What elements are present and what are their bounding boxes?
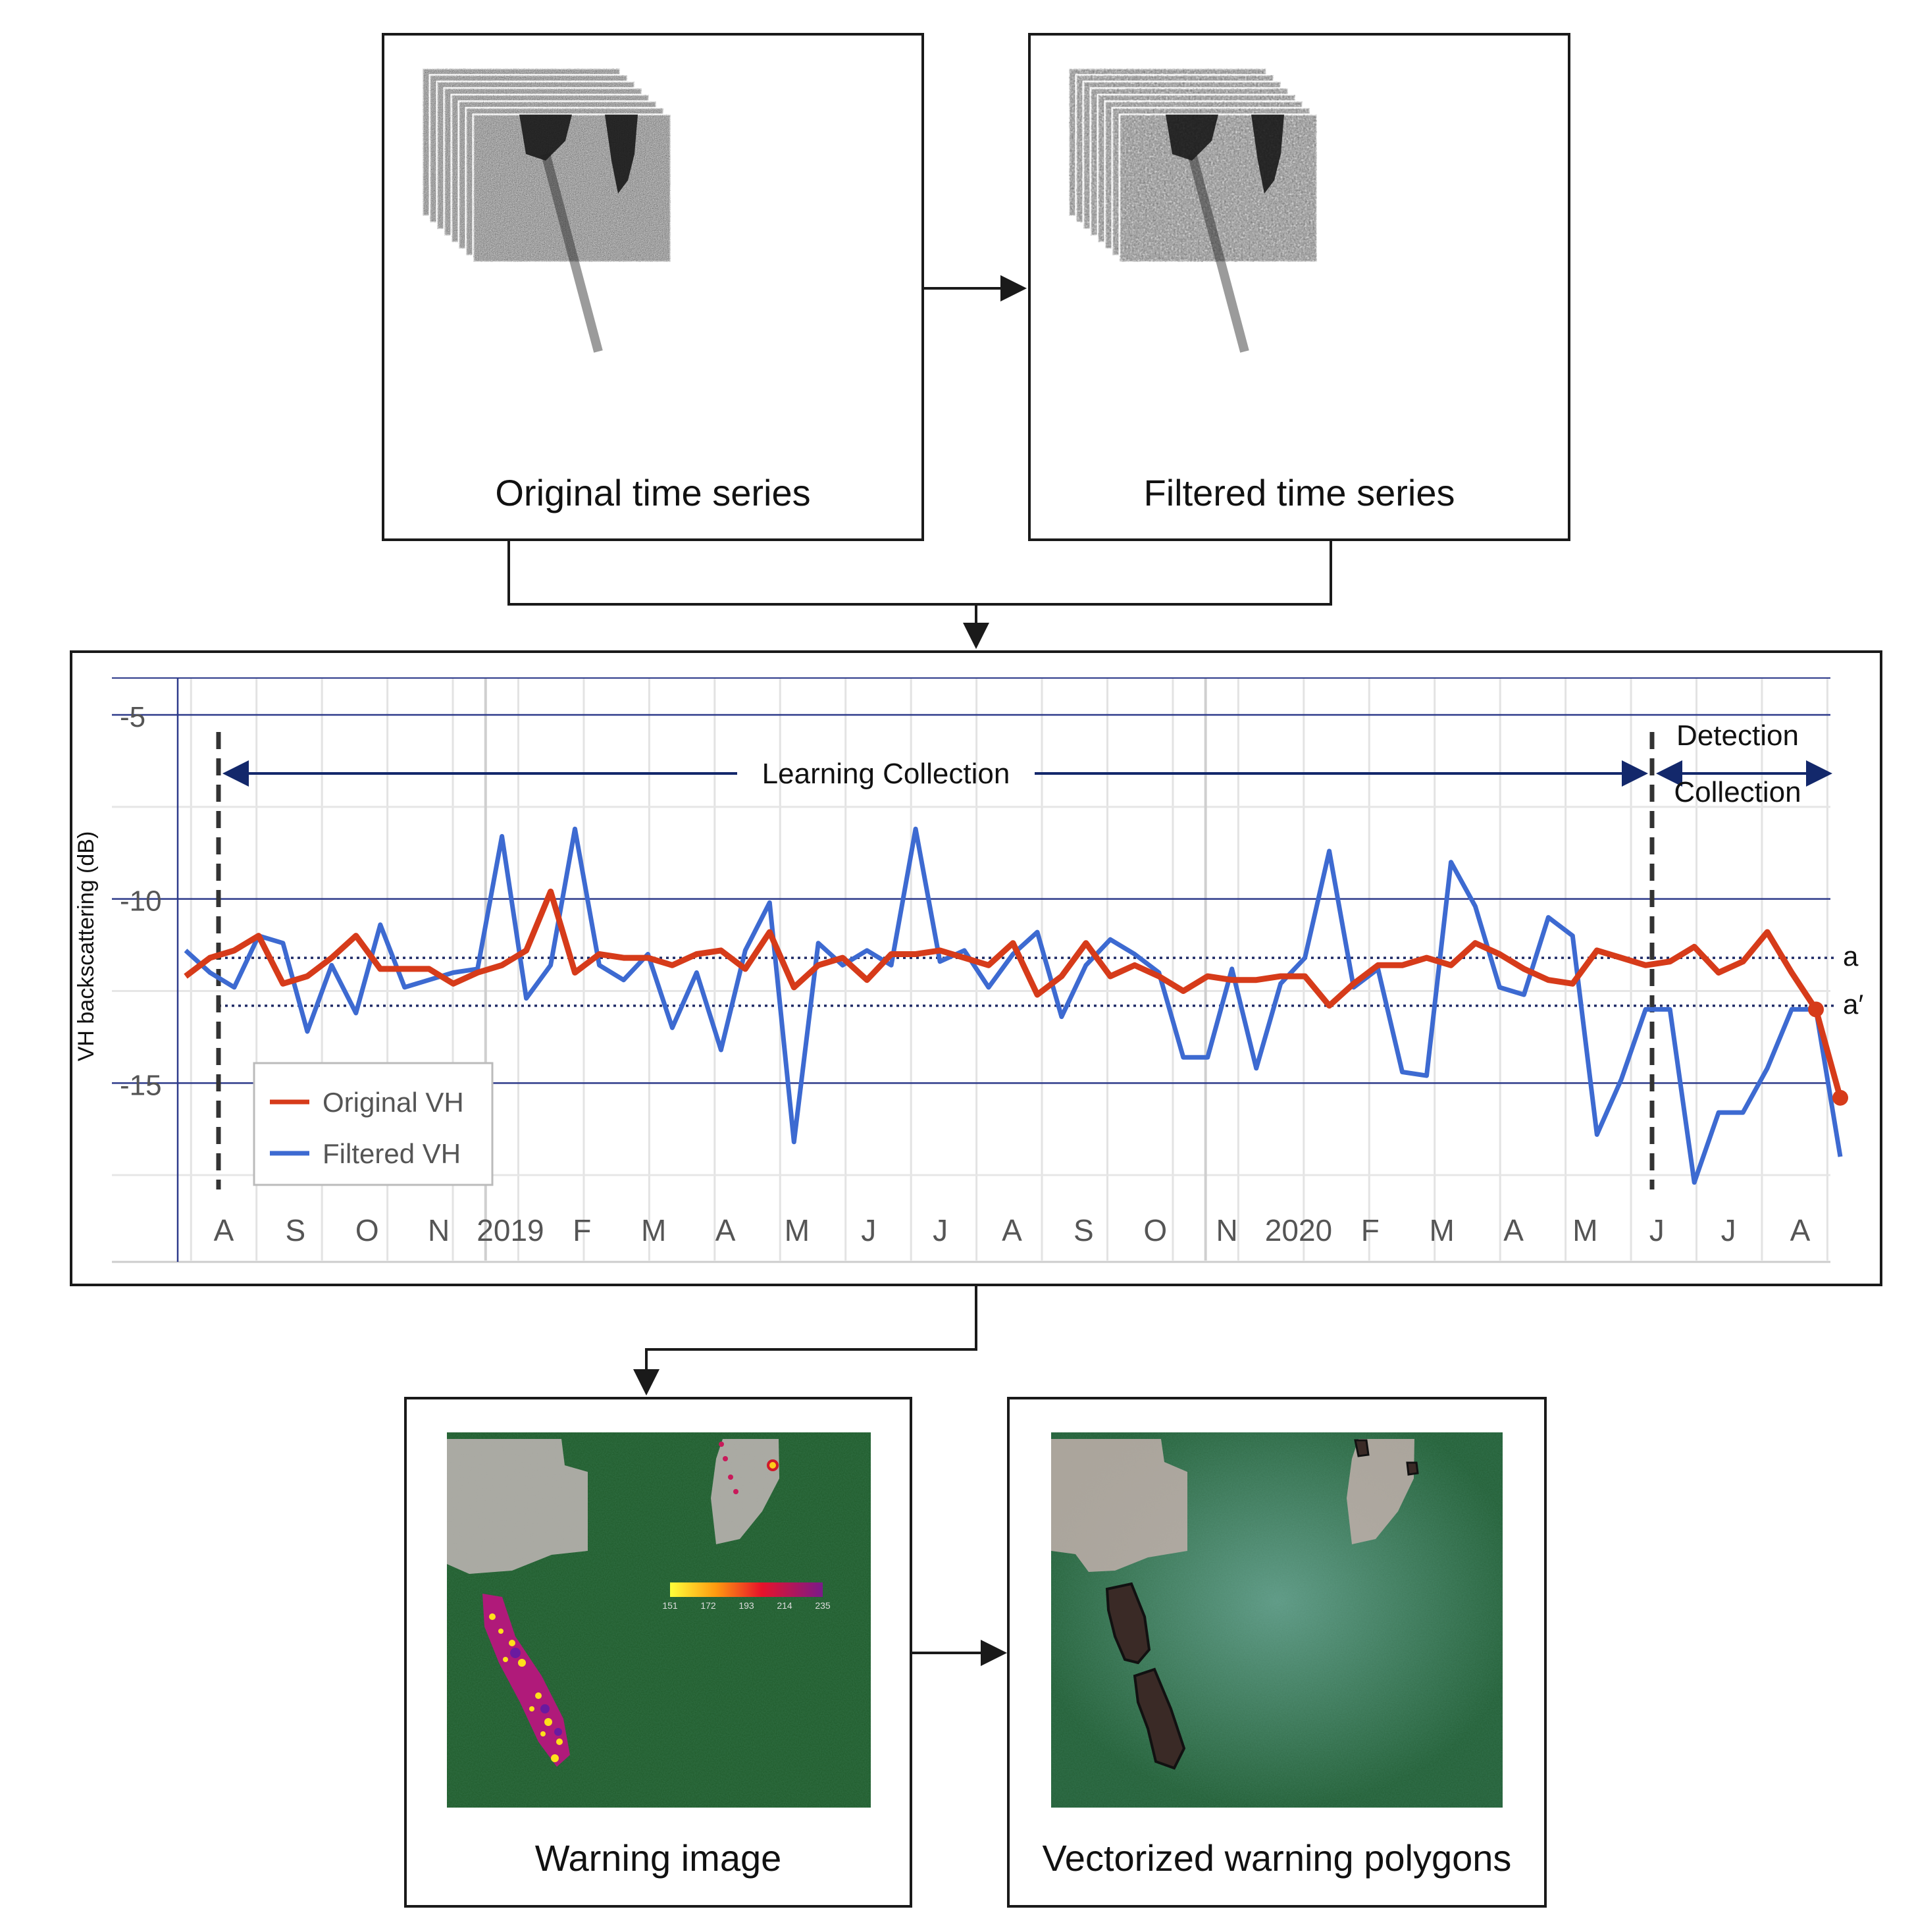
warning-speckles xyxy=(489,1613,563,1762)
warning-polygon xyxy=(1105,1582,1151,1665)
colorbar xyxy=(670,1582,823,1597)
detection-point xyxy=(1808,1001,1824,1018)
threshold-label: a xyxy=(1843,941,1859,972)
connector-original-down xyxy=(507,540,976,606)
series-filtered-vh xyxy=(184,826,1843,1185)
x-tick-label: A xyxy=(1790,1213,1811,1247)
detection-collection-label: Detection xyxy=(1676,719,1799,752)
vh-backscatter-chart: -5 -10 -15 VH backscattering (dB) A S O N 2019 F M… xyxy=(74,677,1863,1263)
x-tick-label: N xyxy=(1216,1213,1237,1247)
x-tick-label: M xyxy=(1430,1213,1455,1247)
caption-vectorized: Vectorized warning polygons xyxy=(1042,1837,1512,1879)
x-tick-label: J xyxy=(1649,1213,1665,1247)
warning-polygon xyxy=(1406,1461,1419,1476)
colorbar-tick-label: 193 xyxy=(738,1600,754,1611)
x-tick-label: A xyxy=(214,1213,234,1247)
legend-label: Filtered VH xyxy=(323,1138,461,1169)
x-tick-label: J xyxy=(1721,1213,1736,1247)
warning-edge-dots xyxy=(719,1442,738,1494)
x-tick-label: M xyxy=(1572,1213,1597,1247)
caption-warning: Warning image xyxy=(534,1837,782,1879)
warning-polygon xyxy=(1354,1439,1370,1457)
panel-warning-image: 151 172 193 214 235 Warning image xyxy=(404,1397,912,1908)
vectorized-polygons-image xyxy=(1051,1432,1503,1808)
connector-filtered-down xyxy=(976,540,1332,606)
cleared-area xyxy=(1347,1439,1414,1544)
x-tick-label: J xyxy=(933,1213,948,1247)
x-tick-label: A xyxy=(715,1213,736,1247)
y-tick-label: -15 xyxy=(120,1069,162,1101)
colorbar-tick-label: 214 xyxy=(777,1600,792,1611)
colorbar-tick-label: 172 xyxy=(700,1600,716,1611)
x-tick-label: F xyxy=(573,1213,591,1247)
panel-original-time-series: Original time series xyxy=(382,33,924,541)
arrow-chart-to-warning xyxy=(633,1285,977,1396)
sar-image-stack-original xyxy=(421,67,672,353)
x-tick-label: 2019 xyxy=(477,1213,544,1247)
sar-image-stack-filtered xyxy=(1068,67,1318,353)
warning-purple-dots xyxy=(510,1648,562,1736)
x-tick-label: A xyxy=(1503,1213,1524,1247)
panel-vectorized-polygons: Vectorized warning polygons xyxy=(1007,1397,1547,1908)
threshold-label: a′ xyxy=(1843,989,1863,1020)
cleared-area xyxy=(447,1439,588,1574)
y-axis-label: VH backscattering (dB) xyxy=(74,831,99,1062)
caption-original: Original time series xyxy=(495,472,811,513)
panel-chart: -5 -10 -15 VH backscattering (dB) A S O N 2019 F M… xyxy=(70,650,1882,1286)
warning-image: 151 172 193 214 235 xyxy=(447,1432,871,1808)
colorbar-tick-label: 151 xyxy=(662,1600,678,1611)
y-tick-label: -5 xyxy=(120,701,145,733)
learning-collection-label: Learning Collection xyxy=(762,758,1010,790)
x-tick-label: M xyxy=(785,1213,810,1247)
cleared-area xyxy=(711,1439,779,1544)
sar-image-top xyxy=(472,113,672,353)
panel-filtered-time-series: Filtered time series xyxy=(1028,33,1570,541)
x-tick-label: S xyxy=(1073,1213,1094,1247)
legend-label: Original VH xyxy=(323,1087,464,1118)
warning-spot xyxy=(767,1459,779,1471)
x-tick-label: O xyxy=(355,1213,379,1247)
x-tick-label: S xyxy=(286,1213,306,1247)
x-tick-label: 2020 xyxy=(1265,1213,1332,1247)
colorbar-tick-label: 235 xyxy=(815,1600,831,1611)
warning-polygon xyxy=(1133,1667,1186,1770)
cleared-area xyxy=(1051,1439,1187,1572)
x-tick-label: M xyxy=(641,1213,666,1247)
caption-filtered: Filtered time series xyxy=(1143,472,1455,513)
x-tick-label: N xyxy=(428,1213,450,1247)
detection-point xyxy=(1832,1089,1848,1106)
chart-legend: Original VH Filtered VH xyxy=(253,1062,494,1186)
series-original-vh xyxy=(184,888,1844,1099)
x-tick-label: O xyxy=(1143,1213,1167,1247)
sar-image-top xyxy=(1118,113,1318,353)
x-tick-label: J xyxy=(861,1213,876,1247)
detection-collection-label: Collection xyxy=(1674,776,1801,808)
y-tick-label: -10 xyxy=(120,885,162,918)
x-tick-label: F xyxy=(1361,1213,1380,1247)
x-tick-label: A xyxy=(1002,1213,1022,1247)
